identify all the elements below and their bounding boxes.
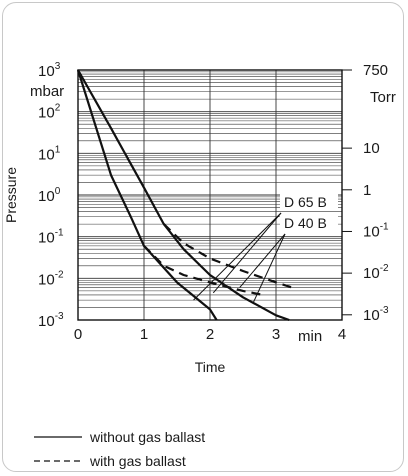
series-line — [143, 245, 264, 296]
y-tick-label: 10-1 — [38, 228, 64, 247]
y-tick-label: 102 — [38, 103, 61, 122]
leader-line — [252, 233, 286, 304]
leader-line — [239, 233, 286, 288]
right-tick-label: 750 — [363, 62, 388, 79]
right-tick-label: 1 — [363, 182, 371, 199]
y-tick-label: 10-2 — [38, 269, 64, 288]
x-unit-label: min — [298, 328, 322, 345]
right-tick-label: 10-3 — [363, 305, 389, 324]
plot-border — [77, 69, 343, 321]
y-tick-label: 10-3 — [38, 311, 64, 330]
x-tick-label: 0 — [74, 326, 82, 343]
annotation-label: D 65 B — [284, 194, 327, 210]
leader-line — [193, 212, 282, 301]
series-line — [77, 69, 290, 322]
series-line — [163, 223, 293, 289]
legend-solid-label: without gas ballast — [89, 429, 205, 445]
y-tick-label: 103 — [38, 61, 61, 80]
y-tick-label: 101 — [38, 144, 61, 163]
legend-dashed-label: with gas ballast — [89, 453, 186, 469]
y-axis-title: Pressure — [3, 167, 19, 223]
right-tick-label: 10-2 — [363, 263, 389, 282]
annotation-bg — [280, 193, 338, 211]
annotation-bg — [280, 214, 338, 232]
x-tick-label: 3 — [272, 326, 280, 343]
x-tick-label: 2 — [206, 326, 214, 343]
right-unit-label: Torr — [370, 89, 396, 106]
right-tick-label: 10 — [363, 140, 380, 157]
x-tick-label: 1 — [140, 326, 148, 343]
left-unit-label: mbar — [30, 83, 64, 100]
x-tick-label: 4 — [338, 326, 346, 343]
y-tick-label: 100 — [38, 186, 61, 205]
leader-line — [212, 212, 282, 294]
chart-frame — [2, 2, 404, 472]
x-axis-title: Time — [195, 359, 226, 375]
right-tick-label: 10-1 — [363, 221, 389, 240]
annotation-label: D 40 B — [284, 215, 327, 231]
